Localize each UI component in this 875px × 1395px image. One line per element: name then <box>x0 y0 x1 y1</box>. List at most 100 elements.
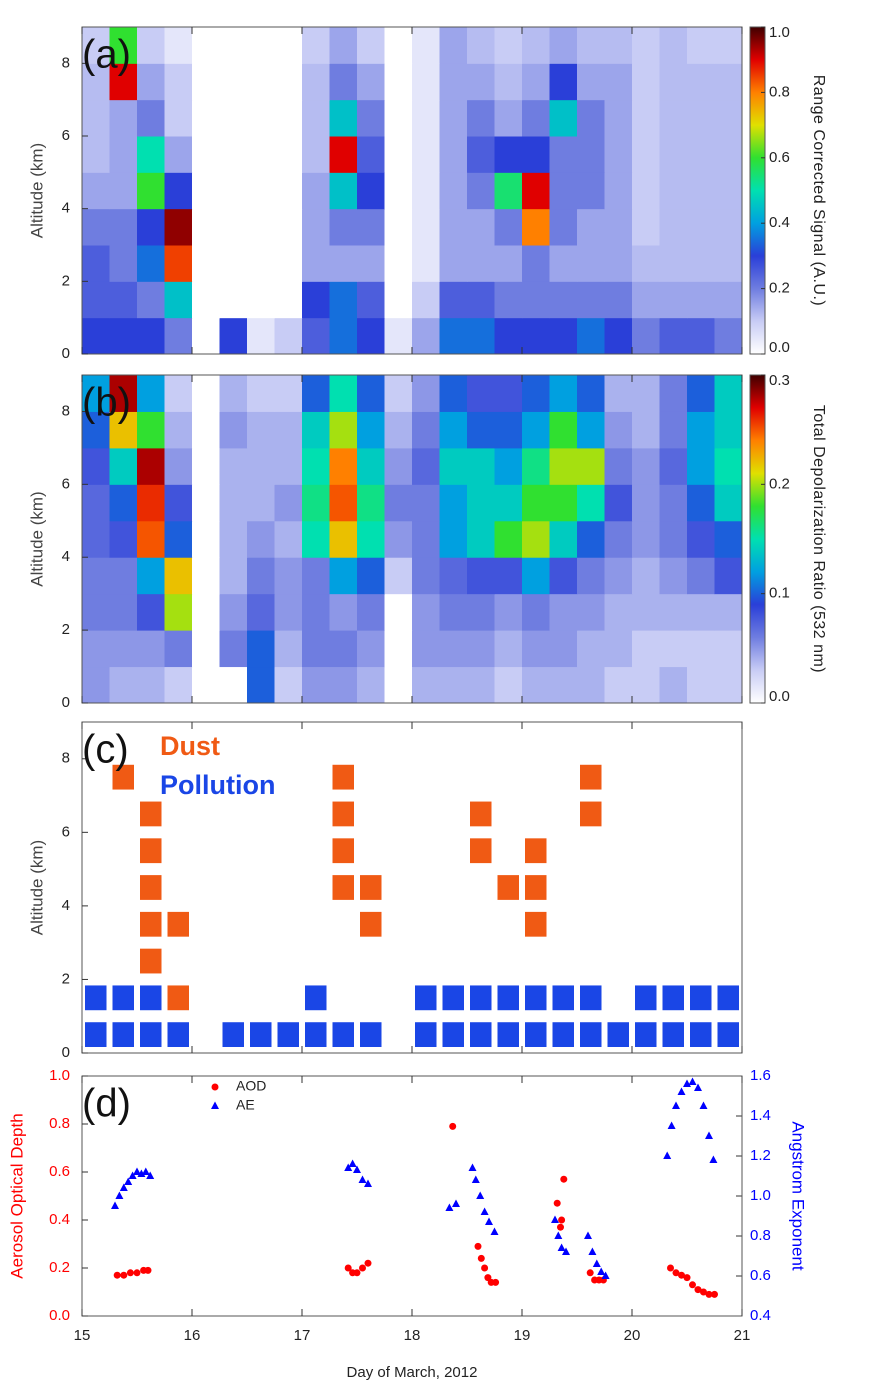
heat-cell <box>329 172 358 210</box>
point <box>481 1264 489 1272</box>
heat-cell <box>137 208 165 246</box>
heat-cell <box>219 208 248 246</box>
point <box>678 1271 685 1279</box>
heat-cell <box>522 593 550 631</box>
heat-cell <box>439 99 468 137</box>
point <box>124 1177 133 1185</box>
heat-cell <box>164 484 193 522</box>
heat-cell <box>522 520 550 558</box>
class-cell <box>662 985 684 1011</box>
heat-cell <box>384 666 413 704</box>
heat-cell <box>137 411 165 449</box>
heat-cell <box>604 520 633 558</box>
heat-cell <box>192 593 220 631</box>
heat-cell <box>164 27 193 64</box>
heat-cell <box>549 172 578 210</box>
heat-cell <box>604 63 633 101</box>
heat-cell <box>137 593 165 631</box>
class-cell <box>525 1022 547 1047</box>
heat-cell <box>467 99 495 137</box>
heat-cell <box>412 447 440 485</box>
heat-cell <box>137 666 165 704</box>
heat-cell <box>274 317 303 355</box>
class-cell <box>690 1022 712 1047</box>
colorbar-tick-label: 0.8 <box>769 83 790 100</box>
heat-cell <box>439 593 468 631</box>
heat-cell <box>274 172 303 210</box>
heat-cell <box>192 484 220 522</box>
heat-cell <box>577 520 605 558</box>
point <box>689 1281 696 1289</box>
heat-cell <box>302 208 330 246</box>
heat-cell <box>604 99 633 137</box>
heat-cell <box>137 281 165 319</box>
y-tick-label: 6 <box>62 127 70 144</box>
heat-cell <box>357 666 385 704</box>
heat-cell <box>109 666 138 704</box>
heat-cell <box>412 630 440 668</box>
point <box>672 1101 680 1109</box>
heat-cell <box>549 208 578 246</box>
y2-axis-label: Angstrom Exponent <box>789 1121 808 1271</box>
heat-cell <box>384 281 413 319</box>
heat-cell <box>274 593 303 631</box>
heat-cell <box>632 375 660 412</box>
heat-cell <box>549 666 578 704</box>
heat-cell <box>467 27 495 64</box>
heat-cell <box>549 281 578 319</box>
heat-cell <box>467 281 495 319</box>
heat-cell <box>494 208 523 246</box>
y-tick-label: 2 <box>62 970 70 987</box>
class-cell <box>525 911 547 937</box>
heat-cell <box>82 593 110 631</box>
heat-cell <box>329 630 358 668</box>
y-tick-label: 0 <box>62 345 70 362</box>
heat-cell <box>549 375 578 412</box>
heat-cell <box>577 557 605 595</box>
heat-cell <box>714 208 743 246</box>
point <box>471 1175 480 1183</box>
class-cell <box>112 985 134 1011</box>
heat-cell <box>439 63 468 101</box>
point <box>480 1207 489 1215</box>
heat-cell <box>164 172 193 210</box>
heat-cell <box>164 593 193 631</box>
y2-tick-label: 1.6 <box>750 1067 771 1084</box>
heat-cell <box>247 484 275 522</box>
heat-cell <box>247 317 275 355</box>
heat-cell <box>247 411 275 449</box>
point <box>597 1267 606 1275</box>
panel-label: (b) <box>82 381 131 425</box>
heat-cell <box>219 136 248 173</box>
heat-cell <box>384 411 413 449</box>
heat-cell <box>384 27 413 64</box>
heat-cell <box>329 99 358 137</box>
heat-cell <box>109 136 138 173</box>
heat-cell <box>659 593 688 631</box>
panel-label: (c) <box>82 728 129 772</box>
y-tick-label: 0.0 <box>49 1307 70 1324</box>
y-tick-label: 0 <box>62 1044 70 1061</box>
heat-cell <box>714 317 743 355</box>
heat-cell <box>659 411 688 449</box>
heat-cell <box>549 557 578 595</box>
y-axis-label: Aerosol Optical Depth <box>7 1113 26 1278</box>
heat-cell <box>164 666 193 704</box>
point <box>490 1227 499 1235</box>
heat-cell <box>192 172 220 210</box>
heat-cell <box>549 27 578 64</box>
class-cell <box>717 985 739 1011</box>
heat-cell <box>687 447 715 485</box>
heat-cell <box>412 281 440 319</box>
heat-cell <box>192 281 220 319</box>
point <box>711 1290 718 1298</box>
heat-cell <box>384 447 413 485</box>
point <box>560 1175 568 1183</box>
heat-cell <box>302 484 330 522</box>
heat-cell <box>577 63 605 101</box>
heat-cell <box>302 630 330 668</box>
class-cell <box>415 985 437 1011</box>
heat-cell <box>412 172 440 210</box>
heat-cell <box>577 172 605 210</box>
heat-cell <box>274 630 303 668</box>
